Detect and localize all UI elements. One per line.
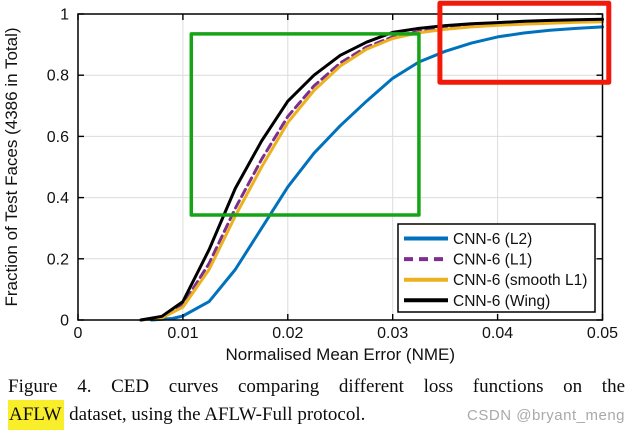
- red-roi-box: [437, 0, 612, 85]
- y-tick-label: 0.8: [47, 68, 69, 85]
- y-tick-label: 0.6: [47, 129, 69, 146]
- y-axis-label: Fraction of Test Faces (4386 in Total): [2, 27, 21, 306]
- curve-cnn-6-wing-: [139, 17, 604, 322]
- plot-border: [77, 13, 604, 321]
- curve-cnn-6-smooth-l1-: [139, 20, 604, 322]
- x-tick-label: 0.03: [377, 325, 408, 342]
- x-tick-label: 0.05: [587, 325, 618, 342]
- y-tick-label: 0.2: [47, 251, 69, 268]
- y-tick-label: 0: [60, 313, 69, 330]
- x-tick-label: 0: [74, 325, 83, 342]
- green-roi-box: [189, 32, 421, 217]
- x-axis-label: Normalised Mean Error (NME): [225, 345, 455, 364]
- x-tick-label: 0.01: [167, 325, 198, 342]
- figure-caption: Figure 4. CED curves comparing different…: [0, 372, 633, 430]
- legend-label: CNN-6 (Wing): [453, 293, 550, 310]
- caption-highlight-aflw: AFLW: [8, 400, 65, 430]
- curve-cnn-6-l2-: [149, 25, 604, 322]
- caption-line-2-text: dataset, using the AFLW-Full protocol.: [64, 404, 366, 425]
- x-tick-label: 0.02: [272, 325, 303, 342]
- caption-line-1: Figure 4. CED curves comparing different…: [8, 376, 625, 397]
- ced-chart: 0 0.01 0.02 0.03 0.04 0.05 0 0.2 0.4 0.6 0.8 1 Norma…: [2, 0, 618, 364]
- legend-label: CNN-6 (L1): [453, 252, 532, 269]
- legend-label: CNN-6 (L2): [453, 231, 532, 248]
- legend-label: CNN-6 (smooth L1): [453, 272, 587, 289]
- csdn-watermark: CSDN @bryant_meng: [467, 407, 625, 424]
- y-tick-label: 1: [60, 7, 69, 24]
- caption-line-2: AFLW dataset, using the AFLW-Full protoc…: [8, 400, 625, 430]
- x-tick-label: 0.04: [482, 325, 513, 342]
- y-tick-label: 0.4: [47, 190, 69, 207]
